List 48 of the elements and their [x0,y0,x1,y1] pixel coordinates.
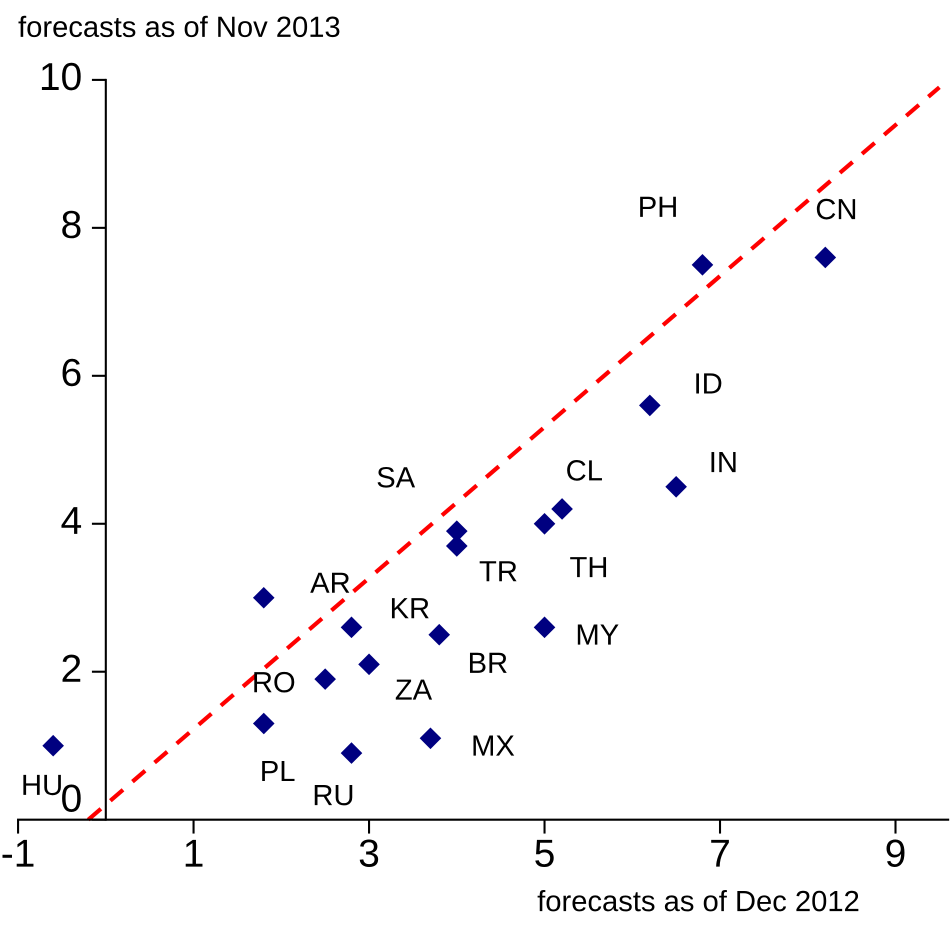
point [340,742,362,764]
point [314,668,336,690]
point [253,587,274,608]
data-label: AR [310,572,350,593]
point [340,616,362,638]
point [253,712,274,734]
y-tick-label: 4 [61,507,82,534]
y-tick-label: 2 [62,654,80,682]
point [552,498,573,520]
data-label: PL [262,760,295,782]
y-axis-title: forecasts as of Nov 2013 [18,16,340,38]
data-label: IN [711,452,736,472]
x-tick-label: 1 [186,840,202,867]
data-label: RO [254,672,294,693]
x-tick-label: -1 [2,840,34,867]
data-label: HU [23,774,61,796]
point [639,394,660,416]
data-label: KR [392,598,429,618]
y-tick-label: 8 [62,210,81,238]
point [534,513,556,534]
x-tick-label: 7 [711,840,729,867]
data-label: TR [480,561,517,582]
point [420,728,441,749]
data-label: MX [473,736,514,756]
x-axis-title: forecasts as of Dec 2012 [538,890,858,912]
y-tick-label: 10 [42,62,81,90]
point [666,476,687,498]
data-label: ZA [396,680,432,700]
point [358,654,380,675]
data-label: RU [314,785,352,806]
data-label: CL [567,460,602,481]
data-label: PH [640,196,676,217]
point [42,735,64,756]
y-tick-label: 6 [62,358,80,386]
x-tick-label: 5 [535,840,554,867]
data-label: TH [570,557,606,578]
point [814,246,836,268]
data-label: CN [816,198,856,220]
point [534,616,556,638]
data-label: BR [470,652,507,673]
point [428,624,450,646]
point [692,254,713,276]
data-label: MY [578,624,619,645]
data-label: ID [696,373,722,394]
data-label: SA [378,466,416,488]
x-tick-label: 3 [360,839,378,867]
x-tick-label: 9 [886,839,904,867]
y-tick-label: 0 [62,784,81,812]
